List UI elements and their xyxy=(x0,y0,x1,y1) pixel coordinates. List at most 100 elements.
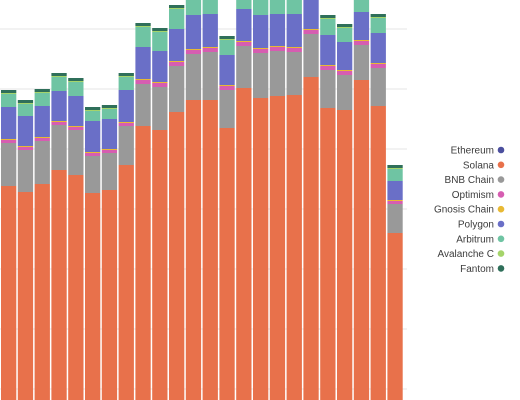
bar-8-solana[interactable] xyxy=(118,165,134,400)
legend-swatch-gnosis-chain[interactable] xyxy=(497,205,505,213)
bar-16-gnosis-chain[interactable] xyxy=(253,48,269,49)
bar-19-gnosis-chain[interactable] xyxy=(303,29,319,30)
bar-8-fantom[interactable] xyxy=(118,73,134,76)
bar-7-bnb-chain[interactable] xyxy=(101,153,118,190)
bar-2-solana[interactable] xyxy=(17,192,34,400)
bar-10-arbitrum[interactable] xyxy=(152,32,168,51)
bar-13-solana[interactable] xyxy=(202,100,218,400)
bar-7-polygon[interactable] xyxy=(101,119,118,149)
bar-1-optimism[interactable] xyxy=(1,140,17,143)
legend-swatch-arbitrum[interactable] xyxy=(497,235,505,243)
bar-5-solana[interactable] xyxy=(68,175,84,400)
bar-6-arbitrum[interactable] xyxy=(85,111,101,121)
bar-12-arbitrum[interactable] xyxy=(185,0,202,15)
bar-16-optimism[interactable] xyxy=(253,49,269,53)
bar-23-arbitrum[interactable] xyxy=(370,18,386,33)
bar-24-avalanche-c[interactable] xyxy=(387,168,403,169)
bar-9-polygon[interactable] xyxy=(135,47,151,79)
bar-14-solana[interactable] xyxy=(219,128,235,400)
bar-4-bnb-chain[interactable] xyxy=(51,125,67,170)
bar-10-fantom[interactable] xyxy=(152,28,168,31)
bar-20-polygon[interactable] xyxy=(320,35,336,65)
bar-3-bnb-chain[interactable] xyxy=(34,141,50,184)
bar-8-avalanche-c[interactable] xyxy=(118,76,134,77)
bar-6-bnb-chain[interactable] xyxy=(85,156,101,193)
bar-23-bnb-chain[interactable] xyxy=(370,68,386,106)
bar-21-gnosis-chain[interactable] xyxy=(337,70,353,71)
bar-24-solana[interactable] xyxy=(387,233,403,400)
bar-17-solana[interactable] xyxy=(269,96,286,400)
bar-5-arbitrum[interactable] xyxy=(68,82,84,96)
bar-10-avalanche-c[interactable] xyxy=(152,31,168,32)
bar-23-gnosis-chain[interactable] xyxy=(370,63,386,64)
bar-14-arbitrum[interactable] xyxy=(219,40,235,55)
legend-swatch-fantom[interactable] xyxy=(497,265,505,272)
bar-2-bnb-chain[interactable] xyxy=(17,150,34,192)
bar-3-optimism[interactable] xyxy=(34,138,50,141)
bar-9-bnb-chain[interactable] xyxy=(135,84,151,126)
bar-3-fantom[interactable] xyxy=(34,89,50,92)
bar-17-bnb-chain[interactable] xyxy=(269,51,286,96)
bar-22-bnb-chain[interactable] xyxy=(353,45,370,80)
bar-5-avalanche-c[interactable] xyxy=(68,81,84,82)
bar-12-gnosis-chain[interactable] xyxy=(185,49,202,50)
bar-7-arbitrum[interactable] xyxy=(101,109,118,119)
bar-13-polygon[interactable] xyxy=(202,14,218,47)
bar-6-fantom[interactable] xyxy=(85,107,101,110)
bar-23-solana[interactable] xyxy=(370,106,386,400)
legend-swatch-solana[interactable] xyxy=(497,161,505,169)
bar-8-bnb-chain[interactable] xyxy=(118,126,134,165)
bar-9-arbitrum[interactable] xyxy=(135,27,151,47)
bar-18-solana[interactable] xyxy=(286,95,302,400)
bar-1-polygon[interactable] xyxy=(1,107,17,139)
bar-24-gnosis-chain[interactable] xyxy=(387,200,403,201)
bar-19-bnb-chain[interactable] xyxy=(303,34,319,77)
bar-16-polygon[interactable] xyxy=(253,15,269,48)
legend-swatch-avalanche-c[interactable] xyxy=(497,250,505,257)
bar-4-solana[interactable] xyxy=(51,170,67,400)
bar-7-gnosis-chain[interactable] xyxy=(101,149,118,150)
bar-9-solana[interactable] xyxy=(135,126,151,400)
bar-10-gnosis-chain[interactable] xyxy=(152,82,168,83)
bar-24-polygon[interactable] xyxy=(387,181,403,200)
bar-23-polygon[interactable] xyxy=(370,33,386,63)
bar-18-optimism[interactable] xyxy=(286,48,302,52)
bar-15-gnosis-chain[interactable] xyxy=(236,41,252,42)
bar-11-solana[interactable] xyxy=(169,112,185,400)
bar-3-polygon[interactable] xyxy=(34,106,50,137)
bar-11-bnb-chain[interactable] xyxy=(169,66,185,112)
bar-19-polygon[interactable] xyxy=(303,0,319,29)
bar-22-arbitrum[interactable] xyxy=(353,0,370,12)
bar-9-optimism[interactable] xyxy=(135,80,151,84)
bar-5-gnosis-chain[interactable] xyxy=(68,126,84,127)
bar-11-arbitrum[interactable] xyxy=(169,9,185,29)
bar-6-gnosis-chain[interactable] xyxy=(85,152,101,153)
bar-7-avalanche-c[interactable] xyxy=(101,108,118,109)
bar-12-bnb-chain[interactable] xyxy=(185,54,202,100)
bar-9-fantom[interactable] xyxy=(135,23,151,26)
bar-1-gnosis-chain[interactable] xyxy=(1,139,17,140)
bar-15-arbitrum[interactable] xyxy=(236,0,252,9)
bar-1-arbitrum[interactable] xyxy=(1,94,17,107)
bar-8-optimism[interactable] xyxy=(118,123,134,126)
bar-10-solana[interactable] xyxy=(152,130,168,400)
bar-18-arbitrum[interactable] xyxy=(286,0,302,14)
bar-17-gnosis-chain[interactable] xyxy=(269,46,286,47)
bar-20-gnosis-chain[interactable] xyxy=(320,65,336,66)
bar-24-arbitrum[interactable] xyxy=(387,169,403,181)
bar-14-gnosis-chain[interactable] xyxy=(219,85,235,86)
bar-11-fantom[interactable] xyxy=(169,5,185,8)
bar-19-solana[interactable] xyxy=(303,77,319,400)
bar-15-polygon[interactable] xyxy=(236,9,252,41)
bar-5-fantom[interactable] xyxy=(68,78,84,81)
bar-16-arbitrum[interactable] xyxy=(253,0,269,15)
bar-2-arbitrum[interactable] xyxy=(17,104,34,116)
bar-3-arbitrum[interactable] xyxy=(34,93,50,106)
bar-2-fantom[interactable] xyxy=(17,100,34,103)
bar-11-polygon[interactable] xyxy=(169,29,185,61)
bar-13-arbitrum[interactable] xyxy=(202,0,218,14)
bar-2-gnosis-chain[interactable] xyxy=(17,146,34,147)
bar-17-optimism[interactable] xyxy=(269,47,286,51)
bar-13-bnb-chain[interactable] xyxy=(202,52,218,100)
bar-21-fantom[interactable] xyxy=(337,24,353,27)
